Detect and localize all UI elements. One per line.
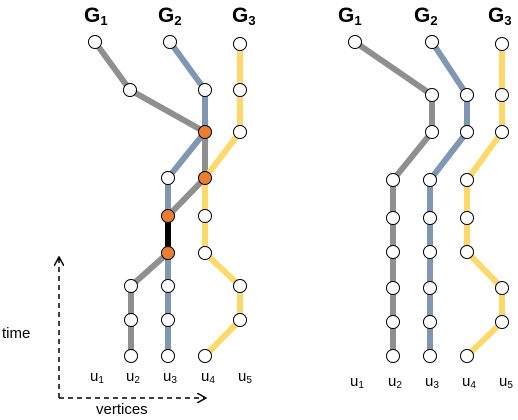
node [386,245,400,259]
node [460,173,474,187]
left-vertex-label-u2: u2 [126,368,140,386]
right-vertex-label-u1: u1 [350,373,364,391]
node [124,313,138,327]
node [386,281,400,295]
node [495,315,509,329]
node [233,37,247,51]
node [423,315,437,329]
shared-node [198,171,212,185]
right-vertex-label-u4: u4 [462,373,476,391]
right-group-label-g2: G2 [414,4,438,28]
node [161,349,175,363]
node [88,35,102,49]
shared-node [161,209,175,223]
right-g1-path [353,39,435,356]
node [348,35,362,49]
left-panel: G1 G2 G3 u1 u2 u3 u4 u5 [84,4,256,386]
node [161,279,175,293]
node [495,88,509,102]
node [163,35,177,49]
right-nodes [348,35,509,363]
node [495,281,509,295]
node [460,349,474,363]
node [460,125,474,139]
node [423,245,437,259]
left-vertex-label-u3: u3 [163,368,177,386]
axes: time vertices [2,258,205,418]
node [423,349,437,363]
left-vertex-label-u5: u5 [238,368,252,386]
right-vertex-label-u2: u2 [388,373,402,391]
shared-node [198,125,212,139]
left-group-label-g2: G2 [158,4,182,28]
node [198,83,212,97]
node [460,88,474,102]
right-group-label-g3: G3 [488,4,512,28]
node [386,349,400,363]
node [423,281,437,295]
node [233,313,247,327]
node [386,173,400,187]
node [233,125,247,139]
node [233,83,247,97]
left-vertex-label-u1: u1 [90,368,104,386]
node [123,83,137,97]
left-shared-nodes [161,125,212,260]
node [386,211,400,225]
node [425,35,439,49]
node [124,279,138,293]
node [423,211,437,225]
node [386,315,400,329]
node [460,245,474,259]
node [198,349,212,363]
node [425,88,439,102]
vertices-axis-label: vertices [96,401,148,418]
left-group-label-g3: G3 [232,4,256,28]
left-group-label-g1: G1 [84,4,108,28]
node [124,349,138,363]
left-nodes [88,35,247,363]
node [460,211,474,225]
node [495,37,509,51]
node [198,246,212,260]
node [161,171,175,185]
node [198,209,212,223]
node [423,173,437,187]
shared-node [161,246,175,260]
node [495,125,509,139]
right-vertex-label-u5: u5 [499,373,513,391]
node [161,313,175,327]
left-vertex-label-u4: u4 [201,368,215,386]
right-panel: G1 G2 G3 u1 u2 u3 u4 u5 [338,4,513,391]
node [425,125,439,139]
time-axis-label: time [2,325,30,342]
right-group-label-g1: G1 [338,4,362,28]
left-g1-path [92,40,208,356]
node [233,279,247,293]
right-vertex-label-u3: u3 [425,373,439,391]
